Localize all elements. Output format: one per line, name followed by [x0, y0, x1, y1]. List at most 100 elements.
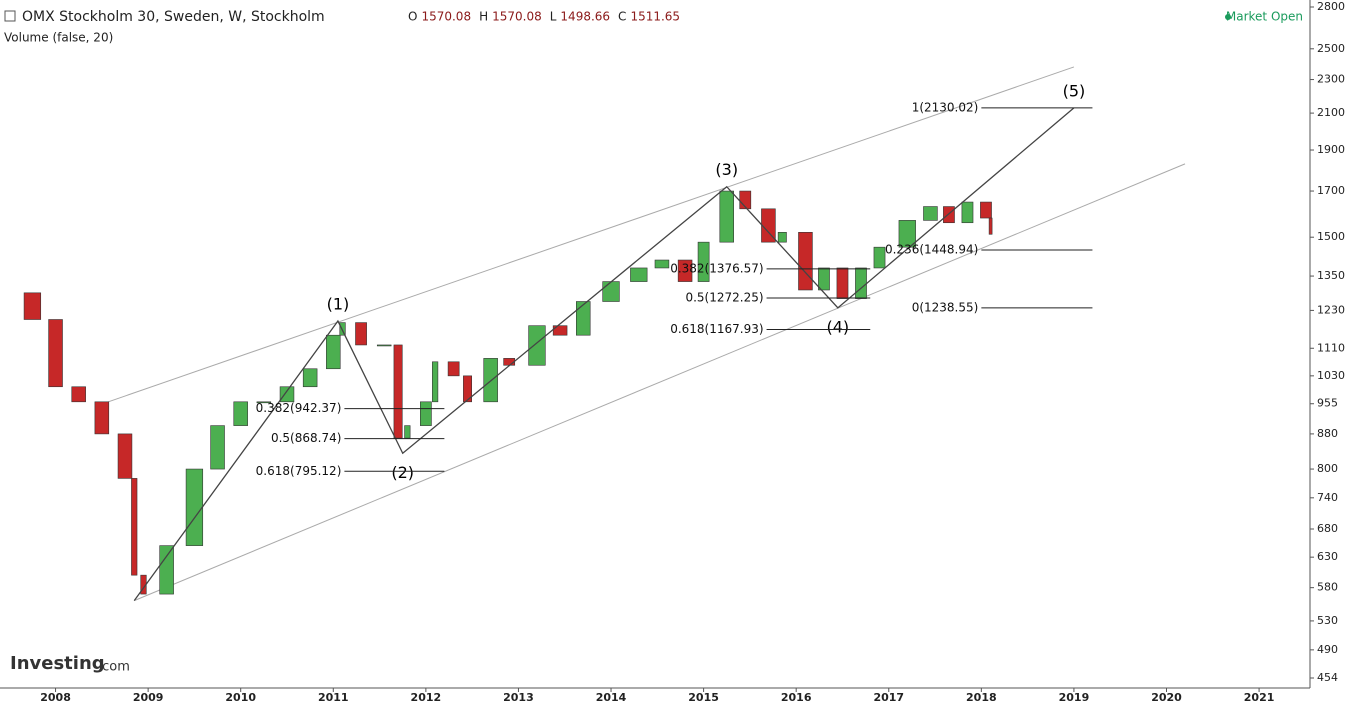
- candle: [23, 292, 42, 320]
- candle: [355, 322, 367, 346]
- candle: [420, 401, 432, 426]
- x-tick-label: 2008: [40, 691, 71, 704]
- y-tick-label: 680: [1317, 522, 1338, 535]
- candle: [432, 361, 439, 403]
- candle: [339, 322, 346, 336]
- candle: [961, 201, 974, 224]
- volume-label: Volume (false, 20): [4, 31, 113, 45]
- channel-line: [97, 66, 1075, 407]
- fib-label: 0.382(1376.57): [670, 261, 763, 275]
- candle: [719, 190, 734, 243]
- y-tick-label: 2500: [1317, 42, 1345, 55]
- candle: [855, 267, 867, 299]
- candle: [376, 344, 392, 347]
- candle: [94, 401, 110, 435]
- x-tick-label: 2014: [596, 691, 627, 704]
- x-tick-label: 2021: [1244, 691, 1275, 704]
- x-tick-label: 2016: [781, 691, 812, 704]
- candle: [447, 361, 460, 377]
- ohlc-key: C: [618, 10, 626, 24]
- collapse-icon[interactable]: [4, 10, 16, 22]
- y-tick-label: 1500: [1317, 230, 1345, 243]
- chart-title: OMX Stockholm 30, Sweden, W, Stockholm: [22, 9, 325, 25]
- candle: [630, 267, 648, 282]
- candle: [798, 232, 813, 291]
- y-tick-label: 490: [1317, 643, 1338, 656]
- fib-label: 0.236(1448.94): [885, 242, 978, 256]
- market-status: Market Open: [1226, 10, 1303, 24]
- candle: [602, 281, 620, 302]
- x-tick-label: 2015: [688, 691, 719, 704]
- x-tick-label: 2019: [1059, 691, 1090, 704]
- wave-label: (4): [827, 317, 850, 336]
- candle: [131, 478, 138, 576]
- y-tick-label: 1110: [1317, 341, 1345, 354]
- candle: [777, 232, 787, 243]
- y-tick-label: 880: [1317, 427, 1338, 440]
- wave-label: (1): [327, 295, 350, 314]
- ohlc-key: H: [479, 10, 488, 24]
- y-tick-label: 2800: [1317, 0, 1345, 13]
- wave-label: (5): [1063, 81, 1086, 100]
- candle: [256, 401, 272, 404]
- x-tick-label: 2012: [411, 691, 442, 704]
- y-tick-label: 2300: [1317, 73, 1345, 86]
- wave-label: (2): [391, 463, 414, 482]
- candle: [898, 220, 916, 248]
- candle: [980, 201, 992, 219]
- fib-label: 0.382(942.37): [256, 401, 342, 415]
- y-tick-label: 530: [1317, 614, 1338, 627]
- y-tick-label: 800: [1317, 462, 1338, 475]
- candle: [404, 425, 411, 439]
- y-tick-label: 454: [1317, 671, 1338, 684]
- candle: [528, 325, 546, 366]
- status-dot: [1225, 14, 1231, 20]
- candle: [71, 386, 86, 403]
- candle: [552, 325, 568, 336]
- ohlc-value: 1570.08: [421, 10, 471, 24]
- candle: [873, 246, 886, 269]
- candle: [185, 468, 204, 546]
- candle: [159, 545, 174, 595]
- y-tick-label: 630: [1317, 550, 1338, 563]
- logo-suffix: .com: [98, 660, 130, 675]
- y-tick-label: 1230: [1317, 303, 1345, 316]
- candle: [923, 206, 938, 221]
- fib-label: 0(1238.55): [912, 300, 979, 314]
- y-tick-label: 2100: [1317, 106, 1345, 119]
- x-tick-label: 2009: [133, 691, 164, 704]
- candle: [576, 301, 591, 336]
- candle: [48, 319, 63, 388]
- wave-line: [133, 107, 1075, 601]
- x-tick-label: 2013: [503, 691, 534, 704]
- y-tick-label: 580: [1317, 581, 1338, 594]
- ohlc-value: 1498.66: [560, 10, 610, 24]
- x-tick-label: 2020: [1151, 691, 1182, 704]
- candle: [654, 259, 670, 269]
- y-tick-label: 740: [1317, 491, 1338, 504]
- y-tick-label: 1700: [1317, 184, 1345, 197]
- candle: [697, 241, 710, 282]
- candle: [279, 386, 295, 403]
- y-tick-label: 1900: [1317, 143, 1345, 156]
- ohlc-key: L: [550, 10, 557, 24]
- candle: [677, 259, 693, 282]
- fib-label: 0.618(1167.93): [670, 322, 763, 336]
- y-tick-label: 955: [1317, 397, 1338, 410]
- candle: [393, 344, 403, 439]
- candle: [302, 368, 318, 388]
- fib-label: 0.618(795.12): [256, 464, 342, 478]
- candle: [943, 206, 955, 224]
- y-tick-label: 1350: [1317, 269, 1345, 282]
- wave-label: (3): [715, 160, 738, 179]
- ohlc-key: O: [408, 10, 417, 24]
- candle: [988, 217, 993, 235]
- fib-label: 0.5(868.74): [271, 431, 341, 445]
- candle: [233, 401, 248, 426]
- fib-label: 1(2130.02): [912, 100, 979, 114]
- x-tick-label: 2010: [225, 691, 256, 704]
- candle: [463, 375, 472, 403]
- ohlc-value: 1511.65: [630, 10, 680, 24]
